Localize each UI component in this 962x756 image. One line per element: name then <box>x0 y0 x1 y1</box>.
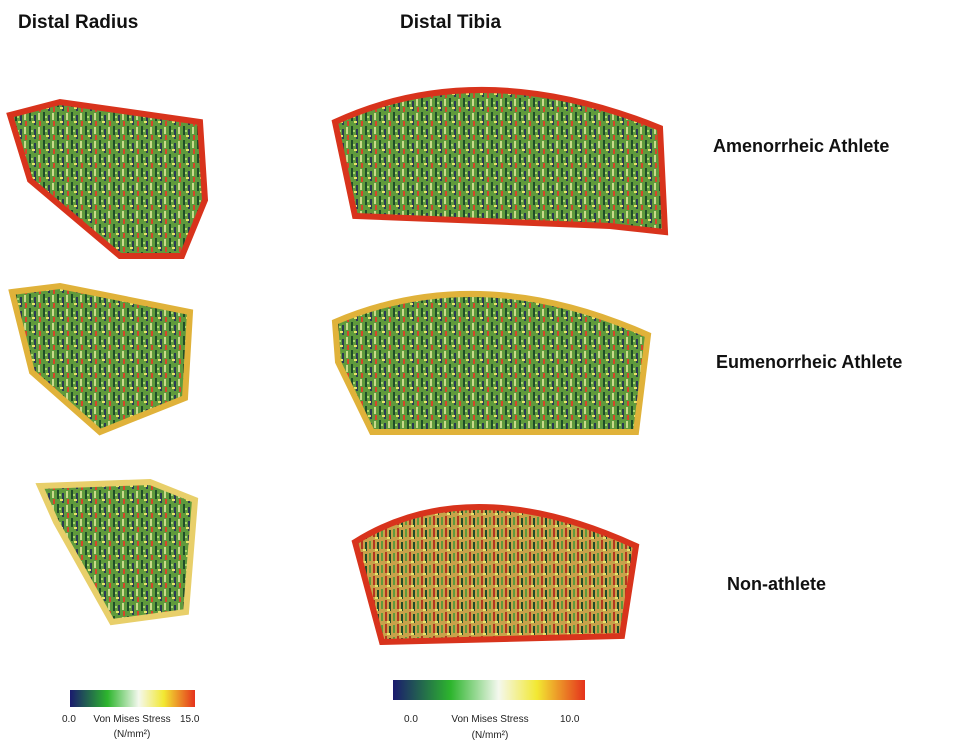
colorbar-unit: (N/mm²) <box>114 729 151 740</box>
headers: Distal Radius Distal Tibia <box>18 12 501 33</box>
row-label: Eumenorrheic Athlete <box>716 352 902 372</box>
colorbar-label: Von Mises Stress <box>93 714 170 725</box>
column-header: Distal Radius <box>18 12 138 33</box>
radius-bone <box>40 482 195 622</box>
colorbar-max: 10.0 <box>560 714 580 725</box>
radius-bone <box>10 102 205 256</box>
colorbar-min: 0.0 <box>62 714 76 725</box>
row-label: Non-athlete <box>727 574 826 594</box>
colorbar-gradient <box>393 680 585 700</box>
column-header: Distal Tibia <box>400 12 501 33</box>
colorbar-max: 15.0 <box>180 714 200 725</box>
row-labels: Amenorrheic Athlete Eumenorrheic Athlete… <box>713 136 902 594</box>
colorbar-gradient <box>70 690 195 707</box>
tibia-bone <box>355 507 636 642</box>
tibia-bone <box>335 294 648 432</box>
figure: Distal Radius Distal Tibia Amenorrheic A… <box>0 0 962 756</box>
row-label: Amenorrheic Athlete <box>713 136 889 156</box>
radius-bone <box>12 286 190 432</box>
colorbar: 0.0 Von Mises Stress 15.0 (N/mm²) <box>62 690 200 740</box>
colorbar-min: 0.0 <box>404 714 418 725</box>
colorbar-label: Von Mises Stress <box>451 714 528 725</box>
colorbar-unit: (N/mm²) <box>472 730 509 741</box>
bone-renderings <box>10 90 665 642</box>
tibia-bone <box>335 90 665 232</box>
colorbar: 0.0 Von Mises Stress 10.0 (N/mm²) <box>393 680 585 741</box>
